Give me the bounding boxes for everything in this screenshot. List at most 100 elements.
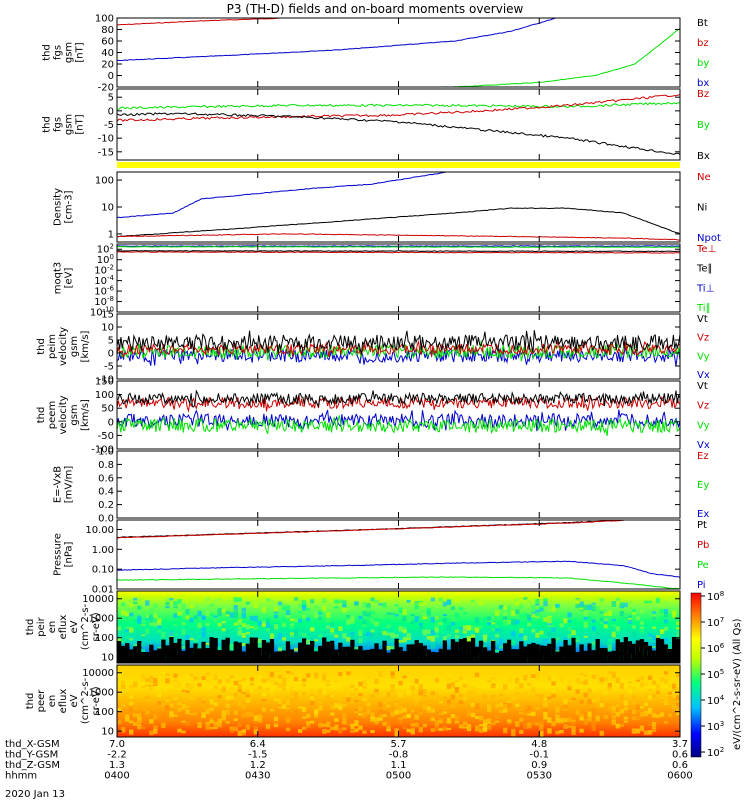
heatmap-cell bbox=[205, 622, 210, 626]
heatmap-cell bbox=[181, 704, 186, 710]
heatmap-cell bbox=[603, 624, 608, 629]
heatmap-cell bbox=[354, 601, 359, 605]
heatmap-cell bbox=[386, 720, 391, 727]
heatmap-cell bbox=[523, 708, 528, 715]
heatmap-cell bbox=[338, 703, 343, 706]
heatmap-cell bbox=[655, 690, 661, 694]
heatmap-cell bbox=[507, 619, 512, 625]
y-axis-title-line: eV bbox=[69, 694, 80, 707]
heatmap-cell bbox=[619, 686, 624, 690]
heatmap-cell bbox=[153, 612, 158, 617]
heatmap-cell bbox=[310, 688, 315, 692]
heatmap-cell bbox=[265, 672, 271, 677]
heatmap-cell bbox=[567, 612, 572, 618]
heatmap-cell bbox=[281, 603, 287, 608]
heatmap-cell bbox=[273, 681, 279, 686]
heatmap-cell bbox=[430, 691, 435, 695]
heatmap-cell bbox=[414, 624, 419, 630]
series-line-Te bbox=[117, 251, 680, 254]
heatmap-cell bbox=[137, 692, 142, 698]
heatmap-cell bbox=[382, 602, 387, 606]
heatmap-cell bbox=[454, 715, 460, 720]
heatmap-cell bbox=[225, 610, 230, 615]
heatmap-cell bbox=[185, 683, 190, 688]
heatmap-cell bbox=[285, 610, 291, 616]
heatmap-cell bbox=[499, 700, 504, 703]
heatmap-cell bbox=[314, 648, 319, 655]
heatmap-cell bbox=[515, 609, 520, 614]
heatmap-cell bbox=[161, 631, 166, 638]
heatmap-cell bbox=[390, 632, 395, 639]
heatmap-cell bbox=[358, 725, 363, 730]
heatmap-cell bbox=[378, 618, 383, 624]
heatmap-cell bbox=[153, 725, 158, 731]
heatmap-cell bbox=[342, 685, 347, 691]
heatmap-cell bbox=[273, 637, 279, 642]
heatmap-cell bbox=[281, 618, 287, 624]
series-line-Vy bbox=[117, 415, 680, 436]
heatmap-cell bbox=[663, 721, 669, 724]
heatmap-cell bbox=[121, 704, 126, 708]
heatmap-cell bbox=[599, 681, 604, 686]
heatmap-cell bbox=[607, 644, 612, 651]
heatmap-cell bbox=[374, 616, 379, 622]
heatmap-cell bbox=[547, 717, 552, 723]
heatmap-cell bbox=[221, 686, 226, 692]
heatmap-cell bbox=[627, 688, 633, 694]
heatmap-cell bbox=[527, 622, 532, 627]
heatmap-cell bbox=[386, 624, 391, 628]
heatmap-cell bbox=[301, 683, 307, 688]
heatmap-cell bbox=[334, 599, 339, 604]
heatmap-cell bbox=[671, 692, 677, 699]
y-tick-label: 150 bbox=[95, 377, 114, 388]
colorbar-tick-label: 104 bbox=[707, 694, 725, 707]
heatmap-low-flux bbox=[185, 640, 190, 663]
legend-Vt: Vt bbox=[697, 314, 708, 325]
heatmap-cell bbox=[245, 693, 251, 697]
heatmap-low-flux bbox=[173, 642, 178, 663]
heatmap-cell bbox=[446, 624, 452, 631]
heatmap-cell bbox=[297, 599, 303, 603]
heatmap-cell bbox=[293, 633, 299, 639]
heatmap-cell bbox=[651, 721, 657, 725]
heatmap-cell bbox=[257, 613, 263, 619]
heatmap-cell bbox=[334, 702, 339, 709]
heatmap-low-flux bbox=[631, 643, 637, 663]
heatmap-low-flux bbox=[587, 643, 592, 663]
heatmap-cell bbox=[129, 684, 134, 689]
figure-title: P3 (TH-D) fields and on-board moments ov… bbox=[227, 2, 524, 16]
heatmap-cell bbox=[293, 618, 299, 623]
heatmap-cell bbox=[663, 619, 669, 624]
heatmap-cell bbox=[370, 629, 375, 633]
heatmap-low-flux bbox=[165, 645, 170, 663]
heatmap-cell bbox=[370, 716, 375, 722]
heatmap-low-flux bbox=[639, 639, 645, 663]
heatmap-cell bbox=[233, 612, 238, 619]
heatmap-cell bbox=[470, 599, 476, 603]
y-tick-label: 10 bbox=[101, 727, 114, 738]
heatmap-cell bbox=[410, 613, 415, 616]
x-axis-value: -0.8 bbox=[389, 750, 409, 761]
legend-Te⊥: Te⊥ bbox=[696, 244, 716, 255]
heatmap-cell bbox=[635, 728, 641, 734]
heatmap-cell bbox=[330, 681, 335, 688]
heatmap-cell bbox=[503, 704, 508, 710]
heatmap-cell bbox=[149, 677, 154, 684]
heatmap-cell bbox=[318, 612, 323, 615]
heatmap-cell bbox=[559, 690, 564, 696]
heatmap-cell bbox=[209, 726, 214, 730]
heatmap-cell bbox=[121, 702, 126, 706]
legend-Vx: Vx bbox=[697, 370, 710, 381]
heatmap-cell bbox=[370, 618, 375, 625]
heatmap-cell bbox=[169, 703, 174, 708]
heatmap-cell bbox=[338, 727, 343, 734]
y-tick-label: 0.0 bbox=[98, 514, 114, 525]
heatmap-cell bbox=[386, 618, 391, 625]
heatmap-cell bbox=[293, 628, 299, 634]
heatmap-cell bbox=[567, 633, 572, 639]
heatmap-cell bbox=[406, 690, 411, 696]
y-tick-label: 20 bbox=[101, 60, 114, 71]
heatmap-cell bbox=[237, 627, 242, 630]
heatmap-cell bbox=[482, 727, 488, 733]
